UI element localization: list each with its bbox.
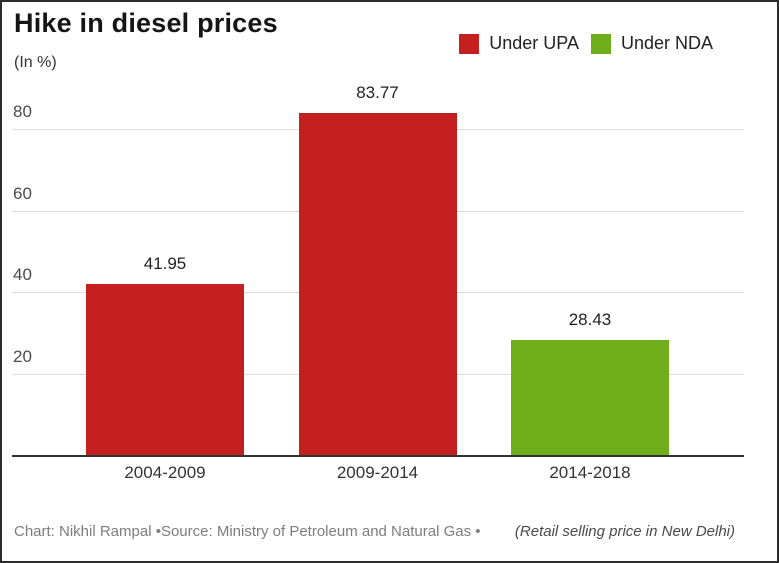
bar-value-label-2014-2018: 28.43	[568, 309, 612, 329]
chart-title: Hike in diesel prices	[14, 8, 278, 38]
chart-subtitle: (In %)	[14, 54, 57, 71]
x-tick-label-2014-2018: 2014-2018	[549, 463, 631, 482]
legend-label-under-nda: Under NDA	[620, 33, 713, 53]
y-tick-label-60: 60	[13, 183, 32, 203]
x-tick-label-2009-2014: 2009-2014	[336, 463, 419, 482]
legend-item-under-upa: Under UPA	[459, 33, 579, 54]
bar-value-label-2009-2014: 83.77	[356, 83, 399, 103]
bar-2014-2018	[511, 339, 669, 456]
legend-label-under-upa: Under UPA	[489, 33, 579, 53]
legend-swatch-under-upa	[459, 33, 480, 54]
y-tick-label-20: 20	[13, 347, 32, 367]
legend-swatch-under-nda	[590, 33, 611, 54]
legend: Under UPA Under NDA	[459, 33, 713, 54]
y-tick-label-40: 40	[13, 265, 32, 285]
bar-value-label-2004-2009: 41.95	[143, 254, 187, 274]
y-tick-label-80: 80	[13, 101, 32, 121]
footer-credit: Chart: Nikhil Rampal •Source: Ministry o…	[14, 523, 481, 540]
x-tick-label-2004-2009: 2004-2009	[124, 463, 206, 482]
x-axis-line	[12, 455, 744, 457]
footer-note: (Retail selling price in New Delhi)	[514, 523, 735, 540]
legend-item-under-nda: Under NDA	[590, 33, 713, 54]
bar-2009-2014	[298, 113, 457, 456]
bar-2004-2009	[86, 284, 244, 456]
